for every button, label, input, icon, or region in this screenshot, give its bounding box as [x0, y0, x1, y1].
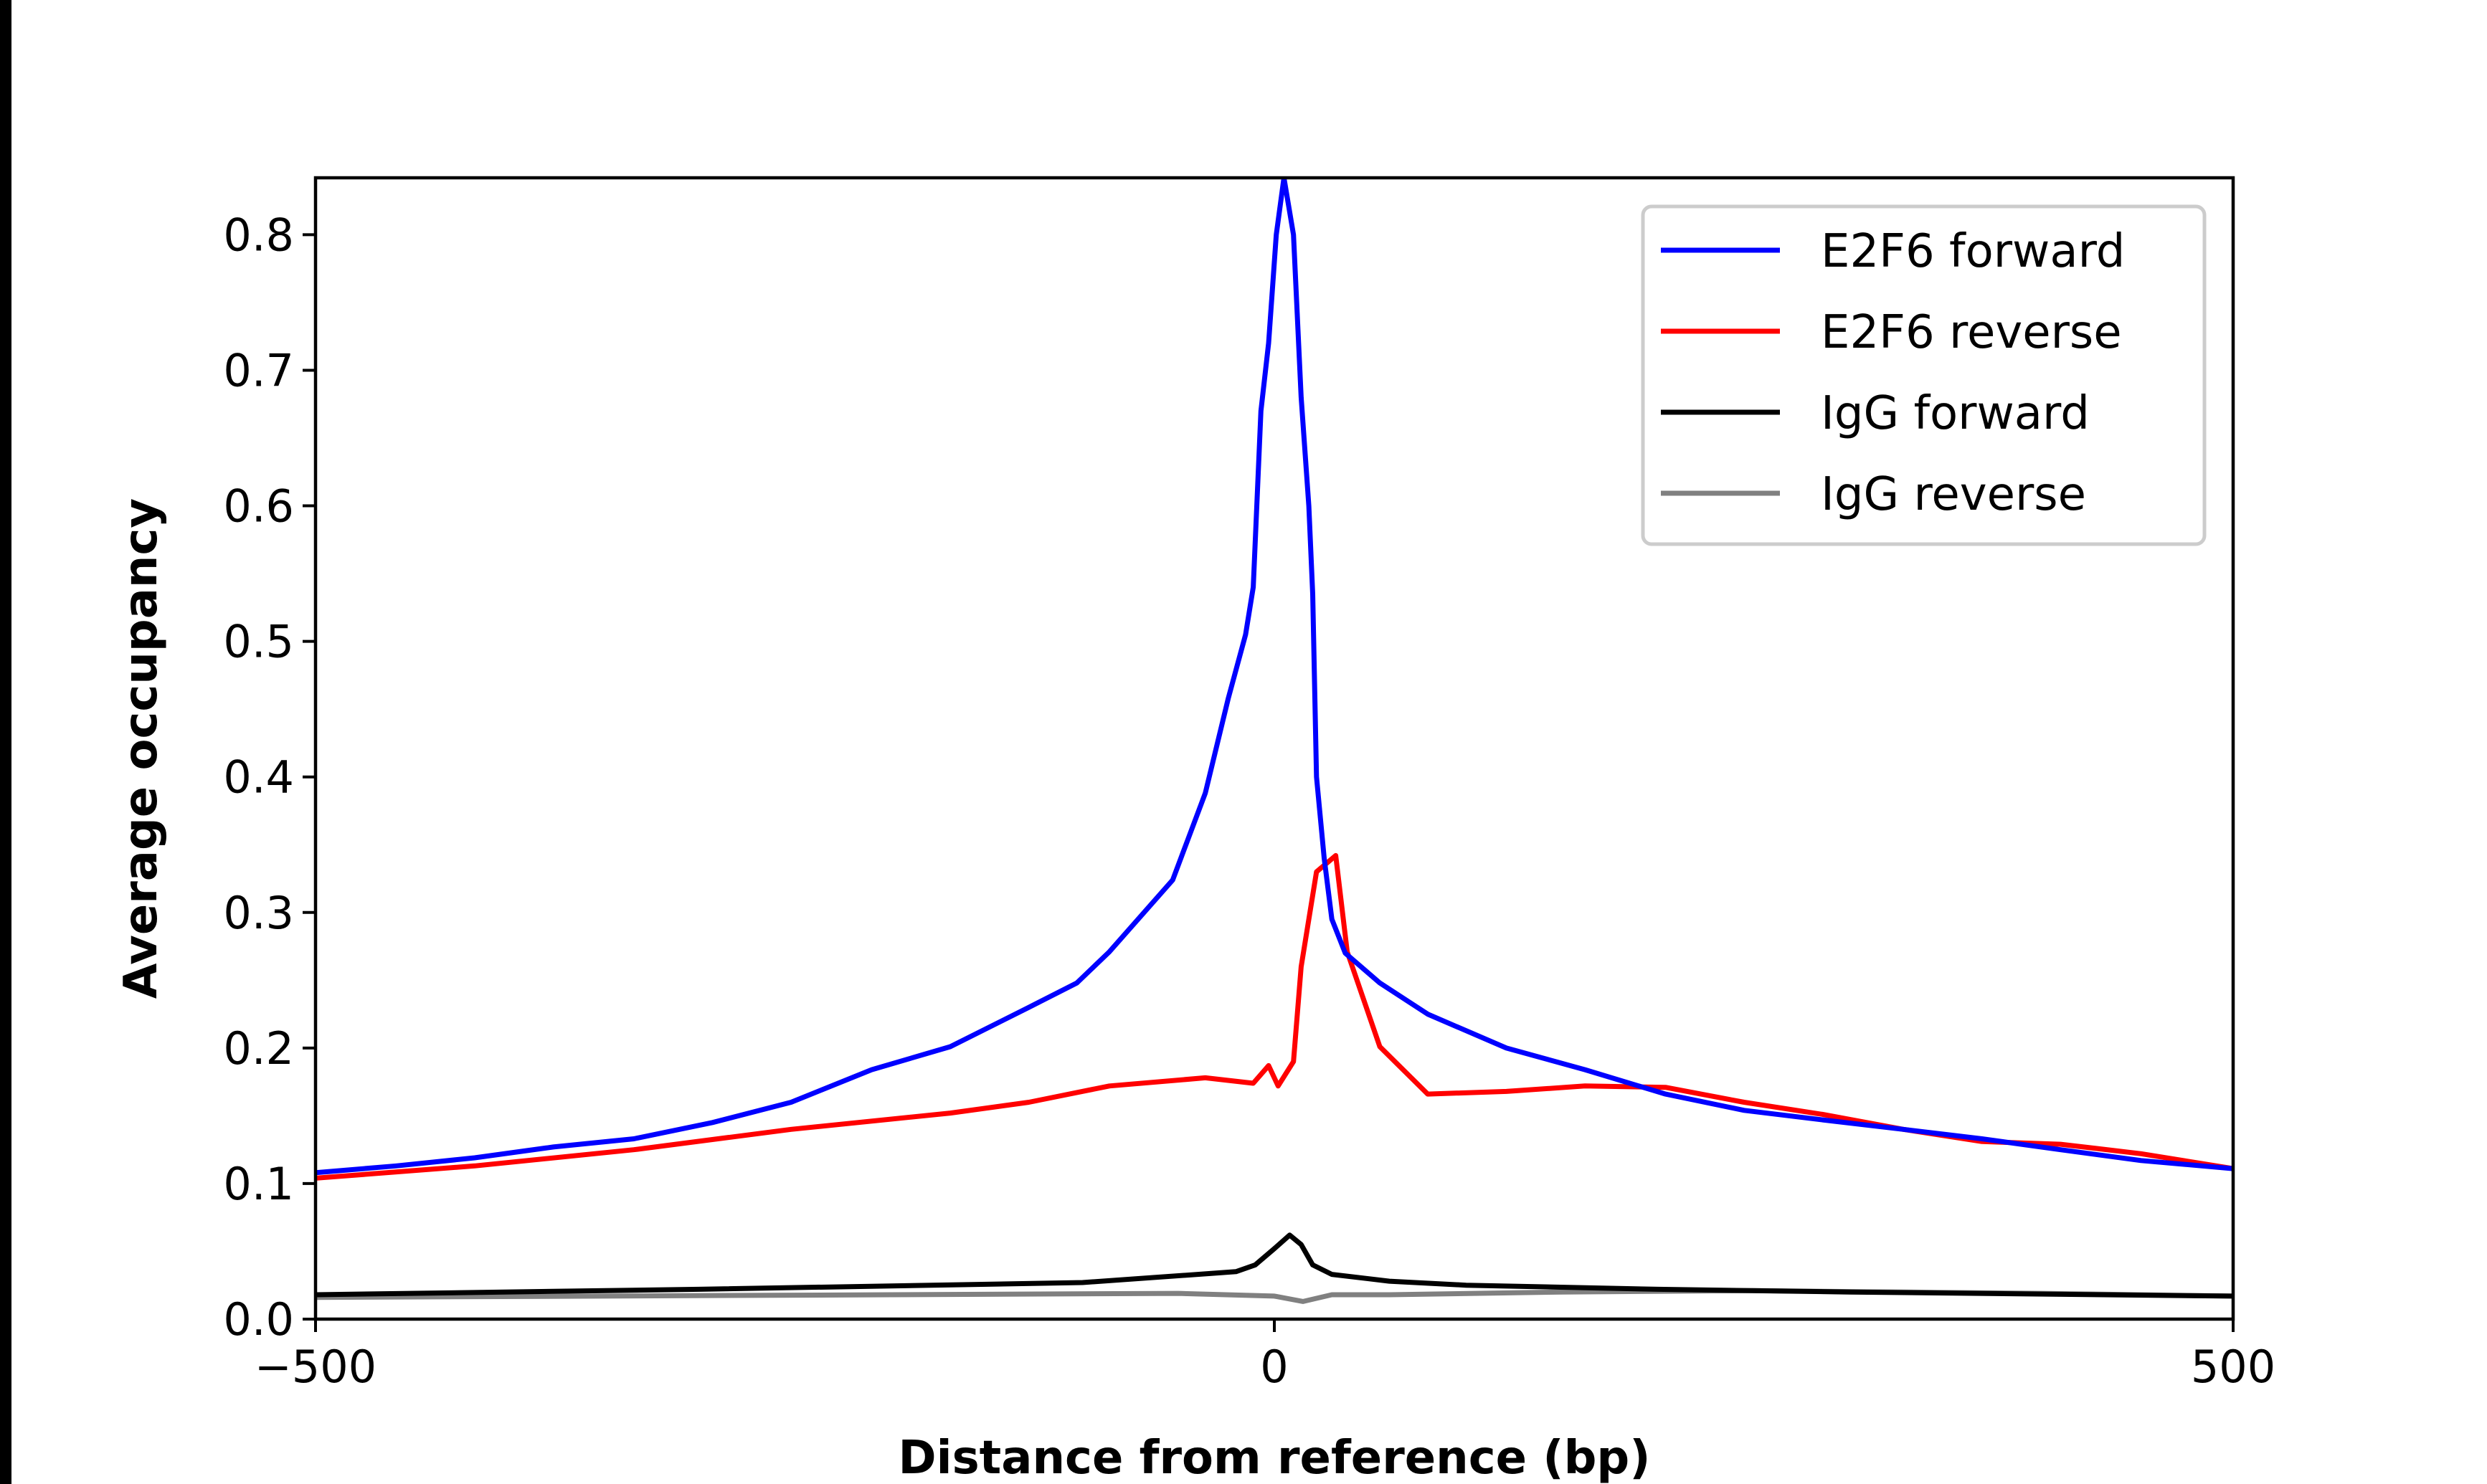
- y-tick-label: 0.0: [223, 1293, 294, 1346]
- legend-frame: [1641, 204, 2207, 546]
- series-line-igg-forward: [316, 1232, 2233, 1299]
- x-tick-label: −500: [255, 1341, 376, 1393]
- ticks-layer: 0.0 0.1 0.2 0.3 0.4 0.5 0.6 0.7 0.8 −500 0 500: [223, 209, 2275, 1393]
- image-left-border: [0, 0, 11, 1484]
- y-tick-label: 0.2: [223, 1022, 294, 1075]
- legend-label-igg-forward: IgG forward: [1821, 387, 2090, 440]
- series-line-e2f6-forward: [316, 178, 2233, 1176]
- legend: E2F6 forward E2F6 reverse IgG forward IgG r…: [1641, 204, 2207, 546]
- y-tick-label: 0.6: [223, 480, 294, 533]
- series-line-e2f6-reverse: [316, 852, 2233, 1181]
- y-tick-label: 0.8: [223, 209, 294, 261]
- x-tick-label: 0: [1260, 1341, 1288, 1393]
- y-tick-label: 0.4: [223, 751, 294, 804]
- y-tick-label: 0.1: [223, 1158, 294, 1210]
- legend-label-e2f6-forward: E2F6 forward: [1821, 225, 2125, 278]
- legend-label-igg-reverse: IgG reverse: [1821, 468, 2086, 521]
- series-layer: [316, 178, 2233, 1304]
- legend-label-e2f6-reverse: E2F6 reverse: [1821, 306, 2122, 359]
- y-tick-label: 0.5: [223, 616, 294, 668]
- x-tick-label: 500: [2191, 1341, 2275, 1393]
- x-axis-label: Distance from reference (bp): [899, 1432, 1651, 1484]
- y-tick-label: 0.7: [223, 344, 294, 396]
- y-axis-label: Average occupancy: [115, 498, 168, 999]
- y-tick-label: 0.3: [223, 887, 294, 939]
